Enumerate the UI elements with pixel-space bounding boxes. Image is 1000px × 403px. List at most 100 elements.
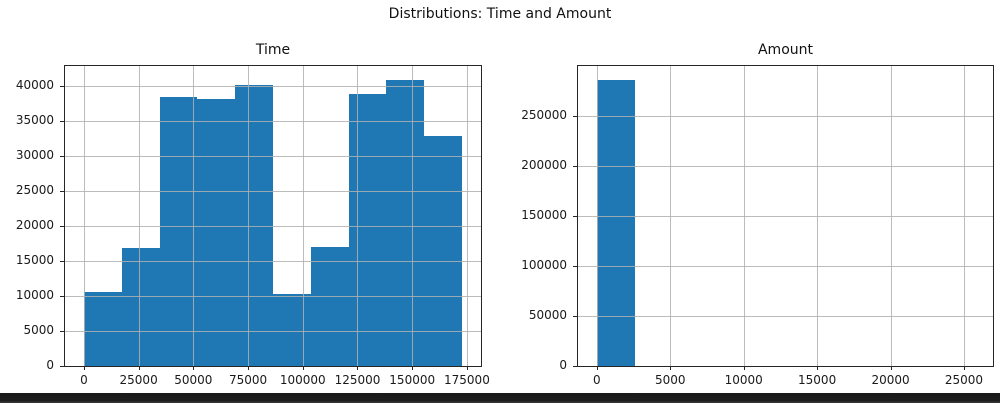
amount-histogram-ytick-5 bbox=[572, 115, 577, 117]
time-histogram-xtick-2 bbox=[193, 366, 195, 370]
time-histogram-ytick-label-2: 10000 bbox=[15, 287, 54, 302]
time-histogram-ytick-label-5: 25000 bbox=[15, 182, 54, 197]
window-edge-bar bbox=[0, 393, 1000, 403]
amount-histogram-ytick-0 bbox=[572, 366, 577, 367]
amount-histogram-ytick-2 bbox=[572, 265, 577, 267]
time-histogram-bar-1 bbox=[121, 247, 160, 366]
time-histogram-gridline-h-4 bbox=[65, 225, 481, 227]
time-histogram-gridline-v-0 bbox=[83, 66, 85, 366]
time-histogram-gridline-h-5 bbox=[65, 190, 481, 192]
figure-title: Distributions: Time and Amount bbox=[388, 6, 612, 22]
time-histogram-bar-7 bbox=[348, 94, 387, 366]
time-histogram-xtick-7 bbox=[466, 366, 468, 370]
time-histogram-ytick-8 bbox=[59, 85, 64, 87]
axes-title-amount: Amount bbox=[757, 42, 813, 58]
amount-histogram-ytick-label-3: 150000 bbox=[521, 207, 567, 222]
time-histogram-xtick-6 bbox=[412, 366, 414, 370]
amount-histogram-gridline-v-2 bbox=[743, 66, 745, 366]
time-histogram-gridline-v-6 bbox=[412, 66, 414, 366]
time-histogram-ytick-6 bbox=[59, 155, 64, 157]
amount-histogram-gridline-v-4 bbox=[890, 66, 892, 366]
amount-histogram-xtick-label-4: 20000 bbox=[871, 373, 910, 387]
amount-histogram-ytick-label-2: 100000 bbox=[521, 257, 567, 272]
amount-histogram-gridline-v-3 bbox=[817, 66, 819, 366]
time-histogram-gridline-v-4 bbox=[302, 66, 304, 366]
time-histogram-xtick-5 bbox=[357, 366, 359, 370]
amount-histogram-xtick-5 bbox=[963, 366, 965, 370]
time-histogram-gridline-h-7 bbox=[65, 120, 481, 122]
time-histogram-xtick-1 bbox=[138, 366, 140, 370]
time-histogram-bar-9 bbox=[424, 135, 463, 366]
amount-histogram-ytick-label-4: 200000 bbox=[521, 157, 567, 172]
time-histogram-bar-0 bbox=[83, 292, 122, 366]
time-histogram-gridline-v-7 bbox=[466, 66, 468, 366]
amount-histogram-gridline-h-1 bbox=[578, 315, 993, 317]
time-histogram-xtick-label-7: 175000 bbox=[444, 373, 490, 387]
time-histogram-xtick-label-6: 150000 bbox=[389, 373, 436, 387]
time-histogram-ytick-label-8: 40000 bbox=[15, 77, 54, 92]
time-histogram-ytick-2 bbox=[59, 295, 64, 297]
time-histogram-bar-5 bbox=[273, 293, 311, 366]
time-histogram-xtick-label-3: 75000 bbox=[228, 373, 268, 387]
amount-histogram-ytick-1 bbox=[572, 315, 577, 317]
time-histogram-ytick-1 bbox=[59, 330, 64, 332]
axes-title-time: Time bbox=[255, 42, 291, 58]
time-histogram-ytick-label-4: 20000 bbox=[15, 217, 54, 232]
time-histogram-gridline-v-2 bbox=[193, 66, 195, 366]
time-histogram-xtick-3 bbox=[248, 366, 250, 370]
time-histogram-ytick-label-6: 30000 bbox=[15, 147, 54, 162]
time-histogram-bar-8 bbox=[386, 80, 425, 366]
amount-histogram-gridline-v-0 bbox=[596, 66, 598, 366]
amount-histogram-ytick-label-1: 50000 bbox=[528, 307, 567, 322]
amount-histogram-axes: Amount 0 5000 10000 15000 20000 25000 0 50000 10… bbox=[521, 42, 994, 387]
time-histogram-axes: Time 0 25000 50000 75000 100000 125000 150000 1… bbox=[16, 42, 490, 387]
amount-histogram-ytick-3 bbox=[572, 215, 577, 217]
amount-histogram-xtick-3 bbox=[817, 366, 819, 370]
time-histogram-xtick-label-4: 100000 bbox=[279, 373, 326, 387]
amount-histogram-ytick-label-5: 250000 bbox=[521, 107, 567, 122]
amount-histogram-ytick-label-0: 0 bbox=[559, 358, 567, 372]
amount-histogram-bar-0 bbox=[596, 80, 635, 366]
amount-histogram-xtick-label-5: 25000 bbox=[944, 373, 984, 387]
amount-histogram-xtick-label-0: 0 bbox=[593, 373, 601, 387]
amount-histogram-xtick-0 bbox=[596, 366, 598, 370]
time-histogram-xtick-label-5: 125000 bbox=[334, 373, 381, 387]
time-histogram-xtick-4 bbox=[302, 366, 304, 370]
time-histogram-gridline-h-8 bbox=[65, 85, 481, 87]
time-histogram-xtick-label-1: 25000 bbox=[119, 373, 158, 387]
amount-histogram-ytick-4 bbox=[572, 165, 577, 167]
time-histogram-gridline-v-5 bbox=[357, 66, 359, 366]
time-histogram-ytick-label-7: 35000 bbox=[15, 112, 54, 127]
time-histogram-gridline-v-1 bbox=[138, 66, 140, 366]
amount-histogram-gridline-h-5 bbox=[578, 115, 993, 117]
time-histogram-bar-3 bbox=[197, 98, 236, 366]
time-histogram-ytick-7 bbox=[59, 120, 64, 122]
time-histogram-gridline-v-3 bbox=[248, 66, 250, 366]
time-histogram-ytick-3 bbox=[59, 260, 64, 262]
time-histogram-bar-4 bbox=[235, 85, 273, 366]
amount-histogram-xtick-1 bbox=[670, 366, 672, 370]
amount-histogram-gridline-h-3 bbox=[578, 215, 993, 217]
time-histogram-xtick-0 bbox=[83, 366, 85, 370]
time-histogram-gridline-h-6 bbox=[65, 155, 481, 157]
time-histogram-bar-2 bbox=[159, 97, 198, 366]
time-histogram-gridline-h-1 bbox=[65, 330, 481, 332]
time-histogram-gridline-h-2 bbox=[65, 295, 481, 297]
time-histogram-ytick-0 bbox=[59, 366, 64, 367]
amount-histogram-xtick-label-1: 5000 bbox=[655, 373, 686, 387]
time-histogram-ytick-label-3: 15000 bbox=[15, 252, 54, 267]
time-histogram-bar-6 bbox=[310, 246, 349, 366]
time-histogram-ytick-4 bbox=[59, 225, 64, 227]
amount-histogram-gridline-v-5 bbox=[963, 66, 965, 366]
time-histogram-xtick-label-2: 50000 bbox=[174, 373, 213, 387]
time-histogram-gridline-h-3 bbox=[65, 260, 481, 262]
amount-histogram-gridline-h-4 bbox=[578, 165, 993, 167]
amount-histogram-gridline-h-2 bbox=[578, 265, 993, 267]
time-histogram-xtick-label-0: 0 bbox=[80, 373, 88, 387]
amount-histogram-gridline-v-1 bbox=[670, 66, 672, 366]
amount-histogram-xtick-4 bbox=[890, 366, 892, 370]
time-histogram-ytick-5 bbox=[59, 190, 64, 192]
amount-histogram-xtick-2 bbox=[743, 366, 745, 370]
time-histogram-ytick-label-1: 5000 bbox=[23, 322, 54, 337]
